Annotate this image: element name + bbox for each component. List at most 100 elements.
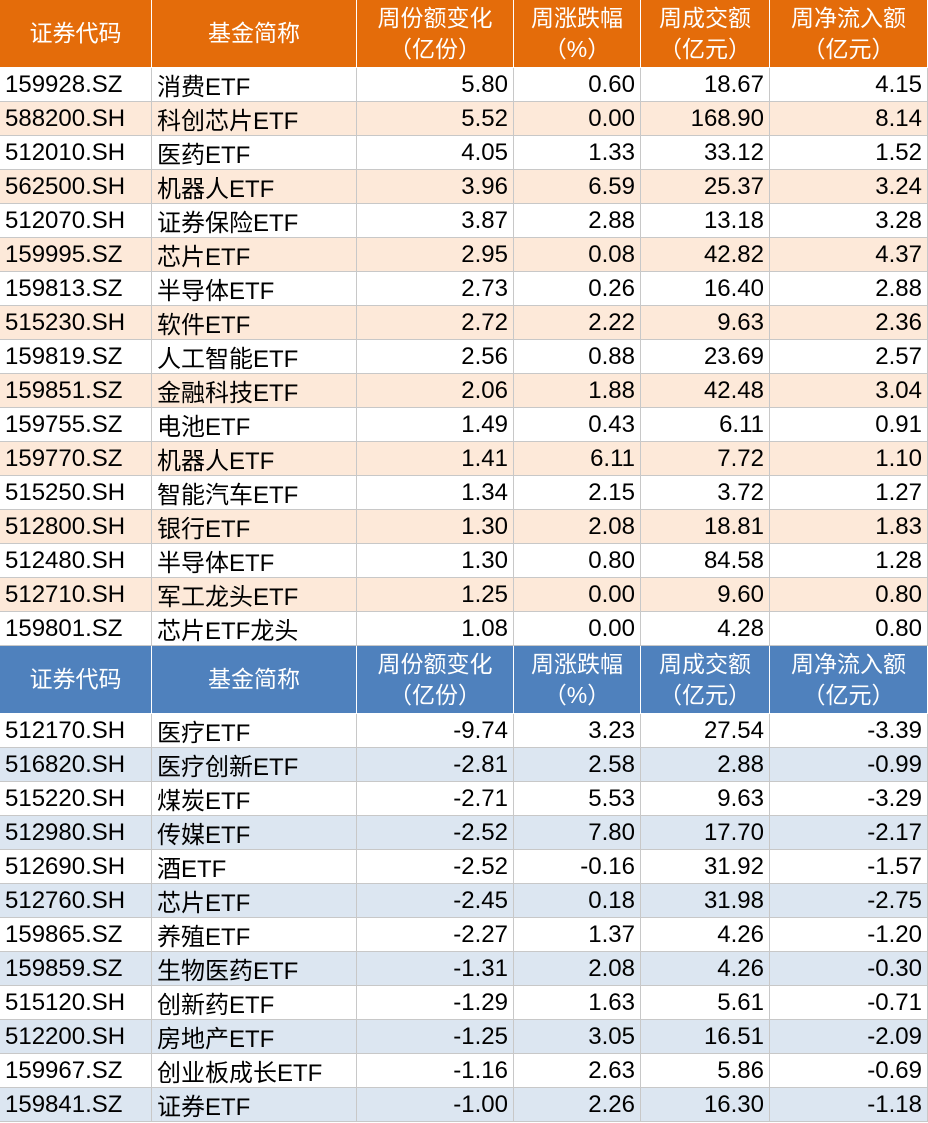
header-cell: 周涨跌幅 （%）	[514, 0, 641, 68]
text-cell: 159755.SZ	[0, 408, 152, 442]
value-cell: -1.18	[770, 1088, 928, 1122]
value-cell: 8.14	[770, 102, 928, 136]
text-cell: 电池ETF	[152, 408, 357, 442]
value-cell: 3.87	[357, 204, 514, 238]
value-cell: 0.91	[770, 408, 928, 442]
value-cell: 18.67	[641, 68, 770, 102]
value-cell: 17.70	[641, 816, 770, 850]
value-cell: 1.37	[514, 918, 641, 952]
text-cell: 159841.SZ	[0, 1088, 152, 1122]
text-cell: 房地产ETF	[152, 1020, 357, 1054]
text-cell: 159801.SZ	[0, 612, 152, 646]
value-cell: -1.31	[357, 952, 514, 986]
value-cell: 1.49	[357, 408, 514, 442]
text-cell: 159967.SZ	[0, 1054, 152, 1088]
value-cell: 25.37	[641, 170, 770, 204]
value-cell: 2.72	[357, 306, 514, 340]
value-cell: 1.34	[357, 476, 514, 510]
value-cell: 3.28	[770, 204, 928, 238]
value-cell: 2.08	[514, 952, 641, 986]
text-cell: 消费ETF	[152, 68, 357, 102]
header-cell: 周成交额 （亿元）	[641, 0, 770, 68]
text-cell: 512200.SH	[0, 1020, 152, 1054]
value-cell: 9.60	[641, 578, 770, 612]
value-cell: 168.90	[641, 102, 770, 136]
text-cell: 芯片ETF	[152, 238, 357, 272]
value-cell: 0.18	[514, 884, 641, 918]
value-cell: 16.30	[641, 1088, 770, 1122]
value-cell: 1.28	[770, 544, 928, 578]
text-cell: 159859.SZ	[0, 952, 152, 986]
value-cell: 0.26	[514, 272, 641, 306]
value-cell: -2.52	[357, 816, 514, 850]
value-cell: -3.39	[770, 714, 928, 748]
header-text: 周份额变化	[377, 650, 493, 677]
text-cell: 512760.SH	[0, 884, 152, 918]
header-text: 周涨跌幅	[531, 4, 623, 31]
value-cell: 42.82	[641, 238, 770, 272]
value-cell: 3.72	[641, 476, 770, 510]
header-text: 周份额变化	[377, 4, 493, 31]
text-cell: 机器人ETF	[152, 170, 357, 204]
value-cell: 33.12	[641, 136, 770, 170]
value-cell: 42.48	[641, 374, 770, 408]
value-cell: 2.36	[770, 306, 928, 340]
value-cell: -0.99	[770, 748, 928, 782]
header-cell: 基金简称	[152, 0, 357, 68]
value-cell: 31.98	[641, 884, 770, 918]
value-cell: 84.58	[641, 544, 770, 578]
value-cell: -2.75	[770, 884, 928, 918]
value-cell: 1.30	[357, 544, 514, 578]
value-cell: 1.52	[770, 136, 928, 170]
header-text: （%）	[543, 35, 611, 62]
value-cell: 18.81	[641, 510, 770, 544]
value-cell: 4.15	[770, 68, 928, 102]
text-cell: 科创芯片ETF	[152, 102, 357, 136]
text-cell: 159865.SZ	[0, 918, 152, 952]
value-cell: -9.74	[357, 714, 514, 748]
value-cell: 0.80	[770, 578, 928, 612]
text-cell: 养殖ETF	[152, 918, 357, 952]
header-cell: 周净流入额 （亿元）	[770, 0, 928, 68]
value-cell: 27.54	[641, 714, 770, 748]
value-cell: 2.57	[770, 340, 928, 374]
text-cell: 半导体ETF	[152, 544, 357, 578]
value-cell: 1.25	[357, 578, 514, 612]
text-cell: 159995.SZ	[0, 238, 152, 272]
value-cell: -2.45	[357, 884, 514, 918]
text-cell: 588200.SH	[0, 102, 152, 136]
value-cell: 2.06	[357, 374, 514, 408]
header-text: 证券代码	[29, 20, 122, 46]
value-cell: 6.11	[514, 442, 641, 476]
header-text: （亿元）	[659, 35, 751, 62]
value-cell: -1.00	[357, 1088, 514, 1122]
value-cell: 2.88	[514, 204, 641, 238]
value-cell: 2.15	[514, 476, 641, 510]
text-cell: 半导体ETF	[152, 272, 357, 306]
value-cell: 2.56	[357, 340, 514, 374]
text-cell: 生物医药ETF	[152, 952, 357, 986]
value-cell: 0.43	[514, 408, 641, 442]
value-cell: 2.58	[514, 748, 641, 782]
value-cell: 0.60	[514, 68, 641, 102]
text-cell: 562500.SH	[0, 170, 152, 204]
header-text: （亿元）	[802, 681, 895, 708]
value-cell: 1.27	[770, 476, 928, 510]
header-text: （亿元）	[659, 681, 751, 708]
value-cell: -0.16	[514, 850, 641, 884]
text-cell: 159928.SZ	[0, 68, 152, 102]
header-text: （亿元）	[802, 35, 895, 62]
value-cell: 5.53	[514, 782, 641, 816]
text-cell: 军工龙头ETF	[152, 578, 357, 612]
text-cell: 机器人ETF	[152, 442, 357, 476]
value-cell: 23.69	[641, 340, 770, 374]
value-cell: 16.51	[641, 1020, 770, 1054]
value-cell: 4.26	[641, 918, 770, 952]
value-cell: 31.92	[641, 850, 770, 884]
text-cell: 515220.SH	[0, 782, 152, 816]
value-cell: 5.61	[641, 986, 770, 1020]
header-text: （亿份）	[389, 35, 481, 62]
value-cell: -2.52	[357, 850, 514, 884]
value-cell: 7.80	[514, 816, 641, 850]
